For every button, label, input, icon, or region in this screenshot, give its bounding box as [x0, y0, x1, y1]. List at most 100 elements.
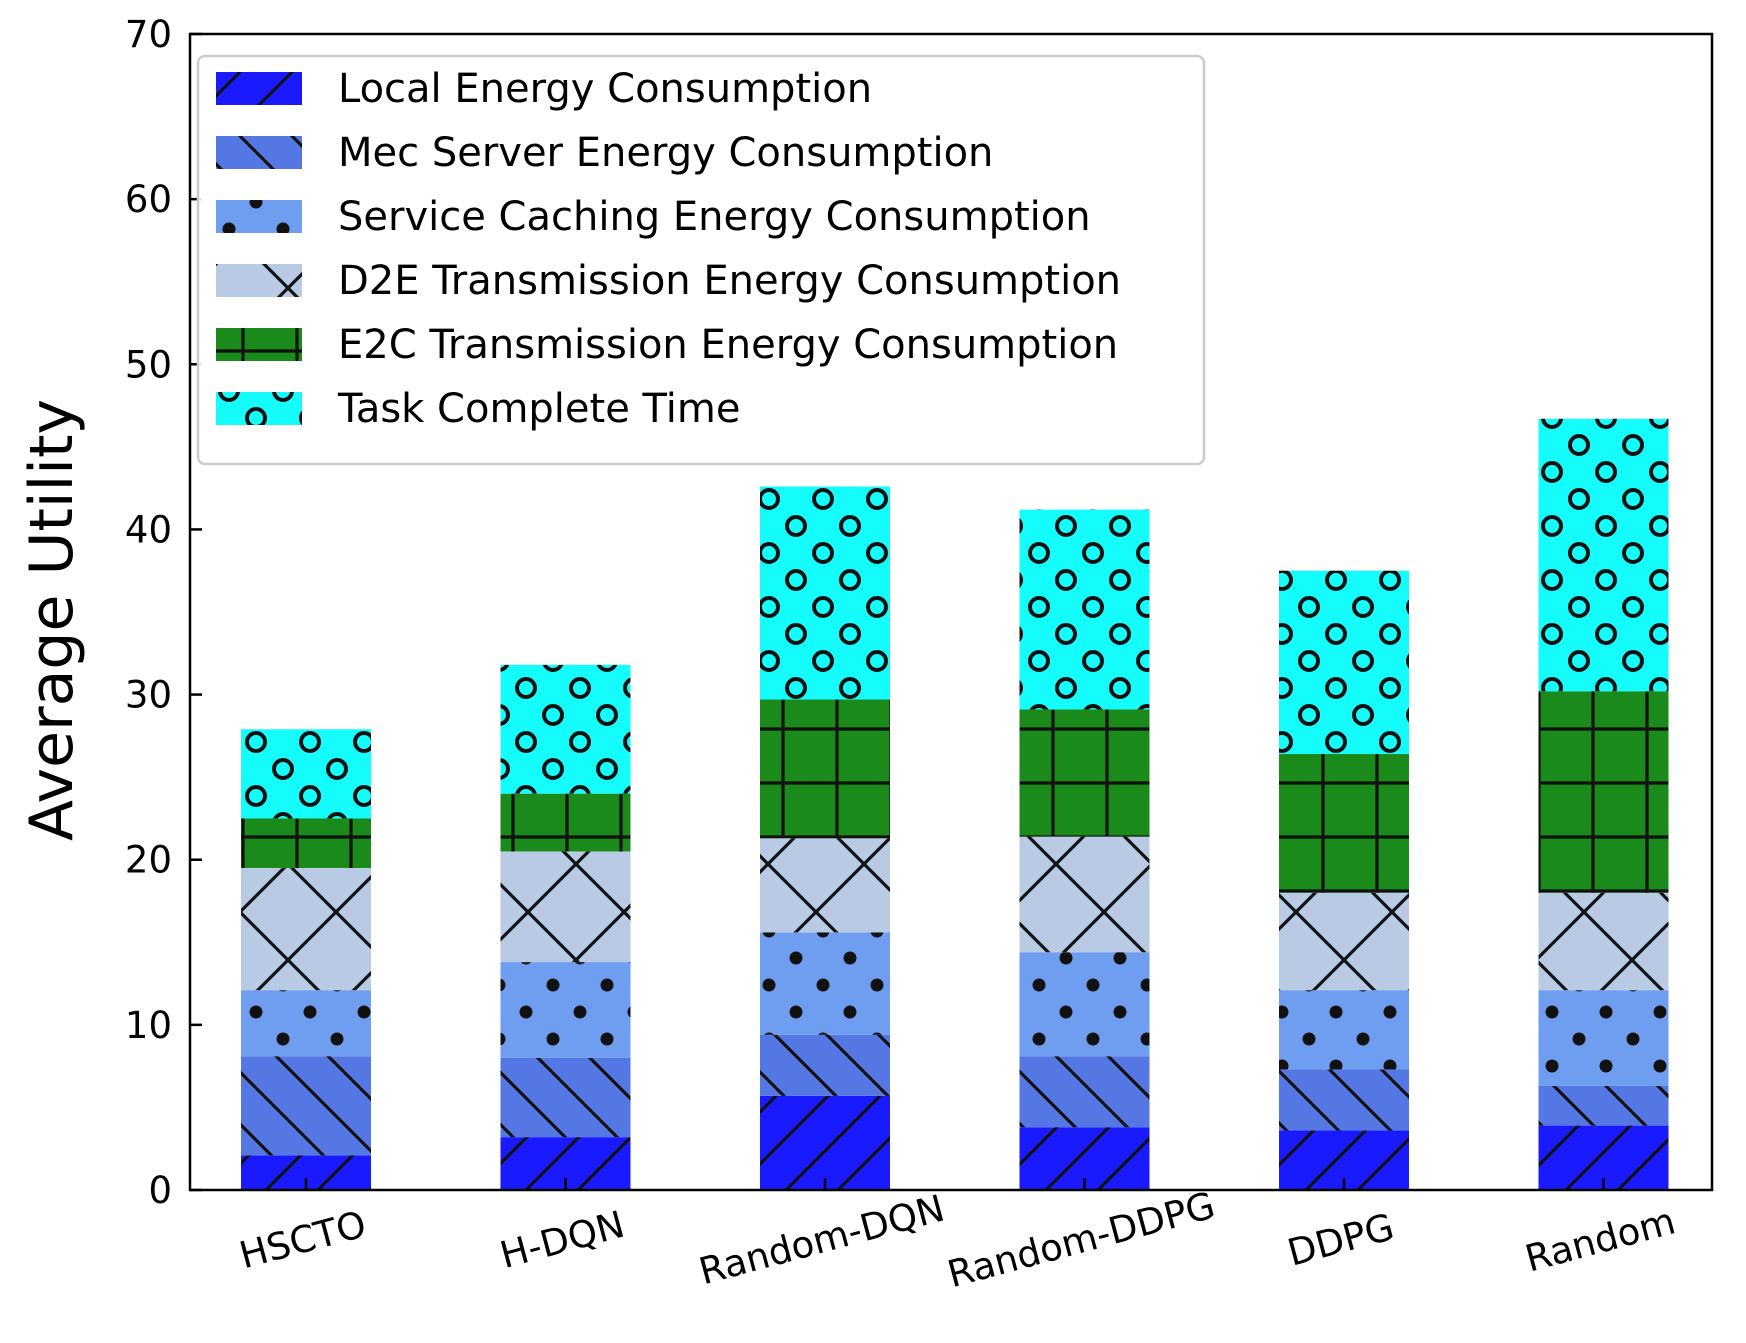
bar-hatch — [760, 838, 890, 933]
bar-hatch — [1019, 709, 1150, 837]
bar-hscto-mec-server-energy-consumption — [241, 1056, 371, 1156]
bar-hatch — [1019, 1056, 1150, 1128]
legend-item-d2e-transmission-energy-consumption: D2E Transmission Energy Consumption — [216, 258, 1121, 304]
y-tick-label: 70 — [125, 13, 172, 56]
bar-ddpg-service-caching-energy-consumption — [1279, 990, 1409, 1070]
x-tick-label: H-DQN — [496, 1203, 629, 1277]
bar-ddpg-mec-server-energy-consumption — [1279, 1069, 1409, 1131]
bar-hatch — [760, 1095, 890, 1190]
bar-random-service-caching-energy-consumption — [1538, 990, 1669, 1086]
x-tick-label: Random-DDPG — [943, 1184, 1219, 1297]
bar-hatch — [760, 1034, 890, 1096]
bar-hatch — [1279, 990, 1409, 1070]
bar-hatch — [760, 932, 890, 1035]
legend: Local Energy Consumption Mec Server Energ… — [196, 54, 1206, 466]
bar-random-mec-server-energy-consumption — [1538, 1085, 1669, 1126]
bar-random-e2c-transmission-energy-consumption — [1538, 691, 1669, 893]
y-axis-title: Average Utility — [17, 399, 87, 841]
bar-random-dqn-local-energy-consumption — [760, 1095, 890, 1190]
bar-hscto-local-energy-consumption — [241, 1155, 371, 1190]
bar-hatch — [1279, 892, 1409, 991]
x-tick-label: Random — [1521, 1199, 1680, 1280]
bar-random-d2e-transmission-energy-consumption — [1538, 892, 1669, 991]
y-tick-label: 10 — [125, 1004, 172, 1047]
bar-ddpg-task-complete-time — [1279, 570, 1409, 755]
bar-hscto-e2c-transmission-energy-consumption — [241, 818, 371, 868]
bar-random-ddpg-d2e-transmission-energy-consumption — [1019, 836, 1150, 953]
legend-label: Mec Server Energy Consumption — [338, 130, 993, 176]
bar-hatch — [500, 851, 631, 963]
x-tick-label: Random-DQN — [695, 1187, 949, 1294]
y-tick-label: 50 — [125, 343, 172, 386]
bar-hatch — [500, 793, 631, 852]
legend-label: Service Caching Energy Consumption — [338, 194, 1091, 240]
bar-hatch — [1538, 990, 1669, 1086]
bar-hatch — [241, 818, 371, 868]
bar-hatch — [1538, 691, 1669, 893]
bar-hatch — [1019, 952, 1150, 1057]
bar-hscto-task-complete-time — [241, 729, 371, 819]
bar-hatch — [760, 699, 890, 839]
y-tick-label: 60 — [125, 178, 172, 221]
bar-h-dqn-service-caching-energy-consumption — [500, 962, 631, 1058]
legend-swatch-hatch — [216, 264, 302, 297]
legend-item-mec-server-energy-consumption: Mec Server Energy Consumption — [216, 130, 993, 176]
legend-box — [196, 54, 1206, 466]
legend-item-local-energy-consumption: Local Energy Consumption — [216, 66, 872, 112]
plot-frame — [188, 32, 1714, 1192]
bar-random-dqn-service-caching-energy-consumption — [760, 932, 890, 1035]
legend-swatch-hatch — [216, 392, 302, 425]
legend-item-task-complete-time: Task Complete Time — [216, 386, 740, 432]
bar-random-ddpg-e2c-transmission-energy-consumption — [1019, 709, 1150, 837]
bar-ddpg-e2c-transmission-energy-consumption — [1279, 754, 1409, 893]
bar-random-dqn-d2e-transmission-energy-consumption — [760, 838, 890, 933]
legend-label: Task Complete Time — [337, 386, 740, 432]
y-tick-label: 30 — [125, 674, 172, 717]
bar-hatch — [500, 1057, 631, 1138]
y-tick-label: 0 — [148, 1169, 172, 1212]
bar-hscto-service-caching-energy-consumption — [241, 990, 371, 1057]
bar-h-dqn-e2c-transmission-energy-consumption — [500, 793, 631, 852]
bar-random-local-energy-consumption — [1538, 1125, 1669, 1190]
bar-random-ddpg-task-complete-time — [1019, 509, 1150, 710]
bar-random-dqn-mec-server-energy-consumption — [760, 1034, 890, 1096]
bar-hatch — [500, 962, 631, 1058]
bar-h-dqn-mec-server-energy-consumption — [500, 1057, 631, 1138]
bar-hatch — [241, 1056, 371, 1156]
bar-hatch — [241, 867, 371, 991]
bar-hatch — [1538, 892, 1669, 991]
bar-hatch — [1279, 1069, 1409, 1131]
legend-swatch-hatch — [216, 328, 302, 361]
legend-label: E2C Transmission Energy Consumption — [338, 322, 1118, 368]
bar-random-ddpg-mec-server-energy-consumption — [1019, 1056, 1150, 1128]
bar-random-ddpg-service-caching-energy-consumption — [1019, 952, 1150, 1057]
bars-layer — [241, 418, 1669, 1190]
bar-random-dqn-e2c-transmission-energy-consumption — [760, 699, 890, 839]
y-tick-label: 20 — [125, 839, 172, 882]
bar-hatch — [500, 664, 631, 794]
bar-hatch — [241, 729, 371, 819]
x-tick-label: HSCTO — [235, 1202, 371, 1277]
bar-h-dqn-d2e-transmission-energy-consumption — [500, 851, 631, 963]
bar-random-dqn-task-complete-time — [760, 486, 890, 700]
legend-swatch-hatch — [216, 136, 302, 169]
bar-hatch — [1019, 836, 1150, 953]
x-tick-label: DDPG — [1283, 1205, 1398, 1274]
legend-item-service-caching-energy-consumption: Service Caching Energy Consumption — [216, 194, 1091, 240]
legend-swatch-hatch — [216, 72, 302, 105]
bar-ddpg-d2e-transmission-energy-consumption — [1279, 892, 1409, 991]
bar-hatch — [760, 486, 890, 700]
y-tick-label: 40 — [125, 508, 172, 551]
legend-label: D2E Transmission Energy Consumption — [338, 258, 1121, 304]
legend-label: Local Energy Consumption — [338, 66, 872, 112]
legend-item-e2c-transmission-energy-consumption: E2C Transmission Energy Consumption — [216, 322, 1118, 368]
bar-hatch — [1538, 418, 1669, 692]
bar-h-dqn-task-complete-time — [500, 664, 631, 794]
bar-hatch — [1538, 1085, 1669, 1126]
legend-swatch-hatch — [216, 200, 302, 233]
bar-hscto-d2e-transmission-energy-consumption — [241, 867, 371, 991]
bar-random-task-complete-time — [1538, 418, 1669, 692]
bar-hatch — [1279, 570, 1409, 755]
